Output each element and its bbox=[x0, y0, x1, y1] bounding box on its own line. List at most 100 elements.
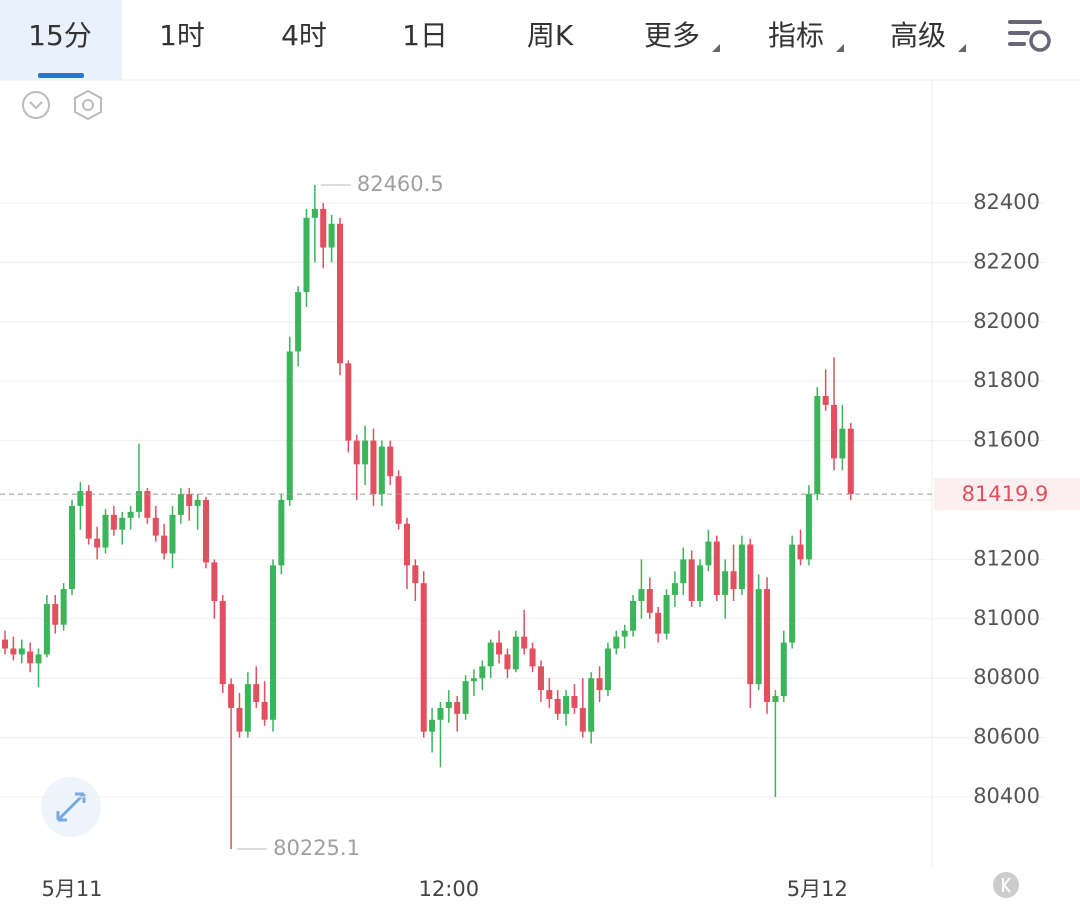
candle-body bbox=[671, 583, 678, 596]
candle-body bbox=[697, 565, 704, 601]
hex-icon[interactable] bbox=[74, 89, 102, 121]
toolbar-tab[interactable]: 1日 bbox=[402, 19, 448, 52]
toolbar-tab[interactable]: 指标 bbox=[768, 19, 824, 52]
y-tick-label: 80800 bbox=[973, 665, 1040, 689]
y-tick-label: 82000 bbox=[973, 309, 1040, 333]
candle-body bbox=[512, 636, 519, 670]
candle-body bbox=[496, 642, 503, 655]
candle-body bbox=[454, 701, 461, 714]
candle-body bbox=[655, 612, 662, 634]
y-tick-label: 81000 bbox=[973, 606, 1040, 630]
toolbar-tab[interactable]: 高级 bbox=[890, 19, 946, 52]
toolbar-tab[interactable]: 1时 bbox=[159, 19, 205, 52]
candle-body bbox=[839, 428, 846, 459]
dropdown-triangle bbox=[712, 44, 720, 52]
candle-body bbox=[789, 544, 796, 643]
candle-body bbox=[387, 446, 394, 477]
candle-body bbox=[345, 363, 352, 441]
candle-body bbox=[563, 696, 570, 714]
candle-body bbox=[487, 642, 494, 667]
last-price-label: 81419.9 bbox=[962, 482, 1049, 506]
collapse-icon[interactable] bbox=[22, 91, 50, 119]
candle-body bbox=[705, 541, 712, 566]
candle-body bbox=[328, 223, 335, 248]
candle-body bbox=[68, 505, 76, 590]
candle-body bbox=[613, 636, 620, 649]
candle-body bbox=[43, 603, 50, 655]
toolbar-tab[interactable]: 周K bbox=[527, 19, 574, 52]
candle-body bbox=[119, 517, 126, 530]
candle-body bbox=[52, 603, 59, 625]
candle-body bbox=[554, 698, 561, 714]
candle-body bbox=[110, 514, 117, 530]
candle-body bbox=[35, 654, 42, 664]
settings-icon[interactable] bbox=[1008, 20, 1051, 52]
toolbar-tab[interactable]: 15分 bbox=[28, 19, 92, 52]
dropdown-triangle bbox=[836, 44, 844, 52]
last-price-box bbox=[934, 478, 1080, 511]
candle-body bbox=[630, 600, 637, 631]
candle-body bbox=[437, 707, 444, 720]
candle-body bbox=[571, 696, 578, 708]
candle-body bbox=[764, 589, 771, 702]
candle-body bbox=[269, 565, 276, 720]
toolbar-tab[interactable]: 更多 bbox=[644, 19, 700, 52]
candle-body bbox=[161, 535, 168, 554]
candle-body bbox=[747, 544, 754, 685]
toolbar-tab[interactable]: 4时 bbox=[281, 19, 327, 52]
fullscreen-button[interactable] bbox=[41, 777, 101, 837]
candle-body bbox=[261, 701, 268, 720]
candle-body bbox=[202, 499, 210, 563]
candle-body bbox=[521, 636, 528, 649]
candle-body bbox=[194, 499, 201, 506]
candle-body bbox=[462, 681, 469, 714]
candle-body bbox=[680, 559, 687, 584]
k-icon[interactable] bbox=[993, 872, 1019, 898]
candle-body bbox=[537, 666, 544, 691]
y-tick-label: 80400 bbox=[973, 784, 1040, 808]
y-tick-label: 82400 bbox=[973, 190, 1040, 214]
candle-body bbox=[362, 440, 369, 465]
candle-body bbox=[395, 476, 402, 524]
x-tick-label: 5月12 bbox=[787, 877, 848, 901]
candle-body bbox=[847, 428, 854, 495]
candle-body bbox=[805, 494, 812, 560]
candle-body bbox=[253, 684, 260, 702]
candle-body bbox=[219, 600, 226, 685]
y-tick-label: 81200 bbox=[973, 546, 1040, 570]
candle-body bbox=[60, 589, 67, 625]
candle-body bbox=[621, 630, 628, 637]
candle-body bbox=[638, 589, 645, 601]
candle-body bbox=[780, 642, 787, 697]
candle-body bbox=[378, 446, 385, 495]
candle-body bbox=[186, 494, 193, 506]
candle-body bbox=[713, 541, 720, 596]
candle-body bbox=[295, 292, 302, 352]
candle-body bbox=[730, 571, 737, 590]
candle-body bbox=[797, 544, 804, 560]
candle-body bbox=[479, 666, 486, 679]
candle-body bbox=[278, 499, 285, 566]
candle-body bbox=[596, 678, 603, 691]
dropdown-triangle bbox=[958, 44, 966, 52]
candle-body bbox=[529, 648, 536, 667]
candle-body bbox=[10, 648, 17, 655]
candle-body bbox=[177, 494, 184, 515]
candle-body bbox=[814, 396, 821, 495]
candle-body bbox=[429, 719, 436, 732]
candle-body bbox=[688, 559, 695, 601]
y-tick-label: 81600 bbox=[973, 428, 1040, 452]
x-tick-label: 5月11 bbox=[41, 877, 102, 901]
candle-body bbox=[303, 217, 310, 293]
y-tick-label: 80600 bbox=[973, 725, 1040, 749]
candle-body bbox=[336, 223, 343, 364]
candle-body bbox=[286, 351, 293, 500]
candle-body bbox=[445, 701, 452, 708]
candle-body bbox=[18, 648, 25, 655]
candle-body bbox=[403, 523, 410, 566]
candle-body bbox=[370, 440, 377, 495]
candle-body bbox=[94, 538, 101, 548]
candle-body bbox=[646, 589, 653, 613]
candle-body bbox=[144, 491, 151, 518]
candle-body bbox=[85, 491, 92, 539]
